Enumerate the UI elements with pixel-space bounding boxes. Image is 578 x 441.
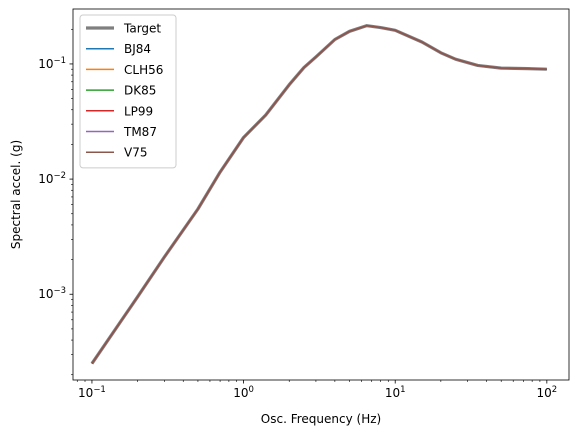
legend-label-lp99: LP99 [124, 104, 153, 118]
legend-label-bj84: BJ84 [124, 42, 151, 56]
y-axis-label: Spectral accel. (g) [9, 140, 23, 249]
x-tick-label: 10−1 [78, 385, 106, 400]
axes-layer: 10−1 100 101 102 10−3 10−2 10−1 [38, 8, 570, 400]
y-tick-label: 10−3 [38, 286, 66, 301]
series-layer [90, 24, 547, 365]
x-tick-label: 100 [233, 385, 254, 400]
legend-label-tm87: TM87 [123, 125, 157, 139]
legend-label-clh56: CLH56 [124, 63, 163, 77]
plot-area-frame [72, 8, 570, 381]
legend-label-target: Target [123, 22, 161, 36]
legend-label-v75: V75 [124, 146, 147, 160]
series-line-v75 [91, 24, 547, 364]
y-tick-label: 10−1 [38, 56, 66, 71]
legend-label-dk85: DK85 [124, 84, 156, 98]
legend: Target BJ84 CLH56 DK85 LP99 TM87 V75 [79, 14, 177, 169]
x-tick-label: 102 [536, 385, 557, 400]
legend-box [79, 14, 177, 169]
y-tick-label: 10−2 [38, 171, 66, 186]
x-axis-label: Osc. Frequency (Hz) [261, 412, 381, 426]
x-tick-label: 101 [385, 385, 406, 400]
